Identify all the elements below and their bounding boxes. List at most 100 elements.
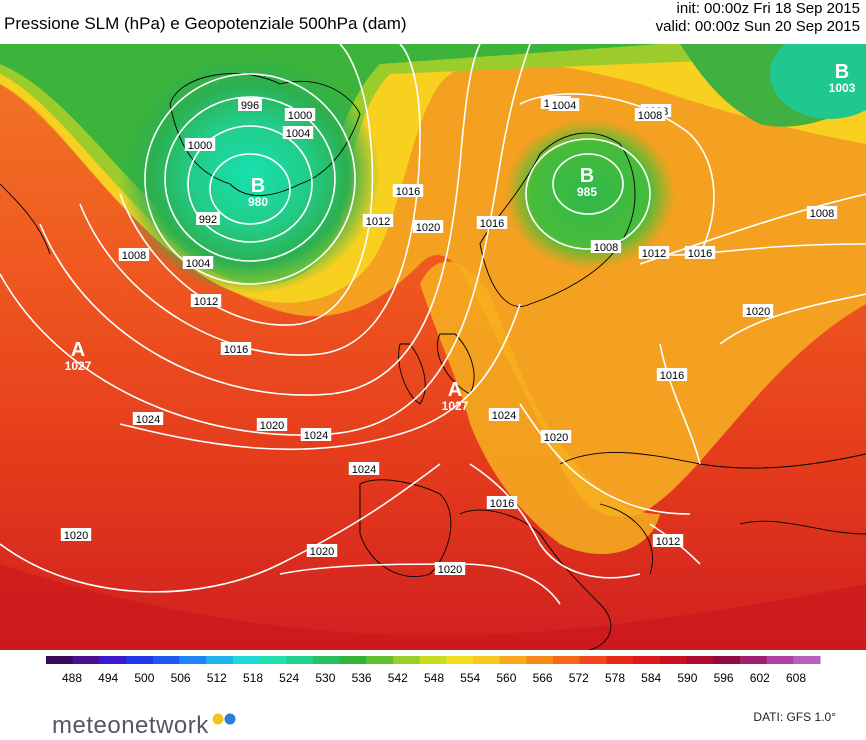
legend-tick: 548	[424, 671, 444, 685]
isobar-label: 1016	[480, 218, 504, 230]
isobar-labels: 996 1000 1004 1004 1008 1000 992 1004 1008 1012 10…	[60, 96, 838, 576]
legend-tick: 566	[533, 671, 553, 685]
isobar-label: 1008	[638, 110, 662, 122]
legend-swatch	[286, 656, 314, 664]
legend-tick: 536	[352, 671, 372, 685]
legend-swatch	[713, 656, 741, 664]
legend-swatch	[392, 656, 421, 664]
isobar-label-box	[220, 342, 252, 355]
legend-swatch	[526, 656, 554, 664]
center-letter: B	[580, 165, 594, 187]
legend-swatch	[232, 656, 261, 664]
isobar-label-box	[806, 206, 838, 219]
isobar-label-box	[238, 98, 262, 111]
legend-swatch	[126, 656, 154, 664]
legend-swatch	[206, 656, 234, 664]
legend-tick: 596	[714, 671, 734, 685]
isobar-label: 1024	[136, 414, 160, 426]
isobar-label: 1016	[688, 248, 712, 260]
legend-tick: 560	[496, 671, 516, 685]
isobar-label: 1000	[288, 110, 312, 122]
center-letter: A	[448, 379, 462, 401]
isobar-label-box	[486, 496, 518, 509]
isobar-label: 1016	[396, 186, 420, 198]
isobar-label: 1012	[366, 216, 390, 228]
isobar-label: 1020	[310, 546, 334, 558]
isobar-label: 1000	[188, 140, 212, 152]
low-west-shading	[120, 54, 380, 294]
isobar-label: 1004	[286, 128, 310, 140]
isobar-label-box	[282, 126, 314, 139]
legend-tick: 506	[171, 671, 191, 685]
weather-map: 996 1000 1004 1004 1008 1000 992 1004 1008 1012 10…	[0, 44, 866, 650]
legend-swatch	[553, 656, 581, 664]
isobar-label: 1020	[416, 222, 440, 234]
color-legend: 488 494 500 506 512 518 524 530 536 542 548 554 560 5…	[46, 656, 821, 685]
legend-swatch	[312, 656, 341, 664]
legend-swatch	[339, 656, 367, 664]
isobar-label-box	[182, 256, 214, 269]
legend-swatch	[152, 656, 180, 664]
isobar-label: 1024	[492, 410, 516, 422]
isobar-label-box	[348, 462, 380, 475]
field-central-ridge	[420, 261, 660, 554]
center-value: 1027	[65, 359, 92, 373]
center-letter: A	[71, 339, 85, 361]
legend-swatch	[793, 656, 821, 664]
legend-tick: 524	[279, 671, 299, 685]
legend-swatch	[606, 656, 634, 664]
legend-swatch	[686, 656, 714, 664]
legend-swatch	[446, 656, 474, 664]
isobar-label-box	[540, 430, 572, 443]
legend-tick: 494	[98, 671, 118, 685]
isobar-label-box	[548, 98, 580, 111]
legend-swatch	[473, 656, 501, 664]
isobar-label-box	[392, 184, 424, 197]
legend-swatch	[766, 656, 794, 664]
legend-swatch	[579, 656, 607, 664]
isobar-label: 1012	[642, 248, 666, 260]
isobar-label: 1020	[544, 432, 568, 444]
isobar-label-box	[488, 408, 520, 421]
isobar-label-box	[306, 544, 338, 557]
isobar-label-box	[476, 216, 508, 229]
legend-tick: 542	[388, 671, 408, 685]
isobar-label-box	[656, 368, 688, 381]
isobar-label-box	[190, 294, 222, 307]
isobar-label: 1016	[490, 498, 514, 510]
legend-swatch	[419, 656, 447, 664]
isobar-label: 1008	[810, 208, 834, 220]
legend-tick: 578	[605, 671, 625, 685]
legend-swatch	[739, 656, 768, 664]
legend-swatch	[259, 656, 287, 664]
center-value: 1027	[442, 399, 469, 413]
legend-swatch	[633, 656, 661, 664]
legend-swatches	[46, 656, 821, 664]
isobar-label: 1024	[304, 430, 328, 442]
center-value: 985	[577, 185, 597, 199]
valid-time: valid: 00:00z Sun 20 Sep 2015	[655, 18, 860, 35]
field-south-red	[0, 564, 866, 650]
legend-swatch	[179, 656, 207, 664]
center-value: 1003	[829, 81, 856, 95]
isobar-label: 1020	[746, 306, 770, 318]
legend-swatch	[499, 656, 527, 664]
legend-tick: 488	[62, 671, 82, 685]
isobar-label-box	[300, 428, 332, 441]
coastlines	[0, 73, 866, 650]
isobar-label: 1016	[224, 344, 248, 356]
isobar-label-box	[652, 534, 684, 547]
isobar-label: 1020	[64, 530, 88, 542]
data-source: DATI: GFS 1.0°	[753, 710, 836, 724]
legend-tick: 530	[315, 671, 335, 685]
map-title: Pressione SLM (hPa) e Geopotenziale 500h…	[4, 14, 407, 33]
legend-tick: 512	[207, 671, 227, 685]
logo-dots-icon	[212, 713, 236, 725]
isobar-label-box	[256, 418, 288, 431]
legend-tick: 590	[677, 671, 697, 685]
isobar-label-box	[434, 562, 466, 575]
legend-tick: 554	[460, 671, 480, 685]
center-letter: B	[835, 61, 849, 83]
isobar-label: 992	[199, 214, 217, 226]
